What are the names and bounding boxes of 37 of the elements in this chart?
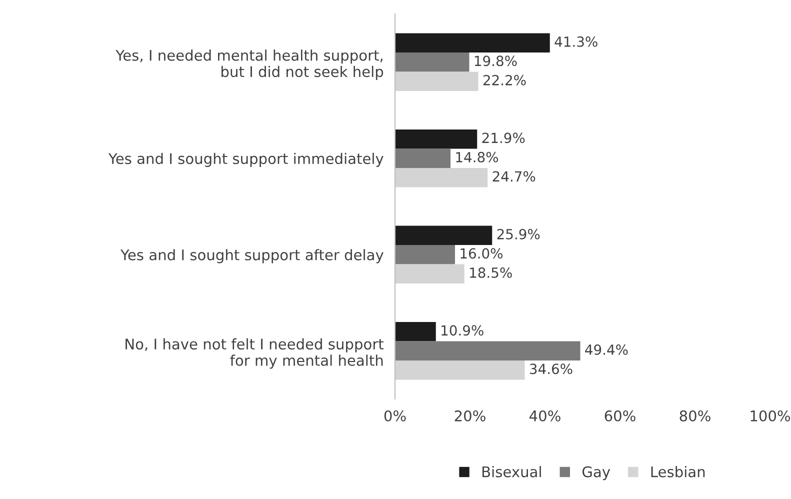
bar	[395, 72, 478, 91]
x-tick-label: 80%	[680, 410, 710, 422]
data-label: 10.9%	[442, 325, 484, 336]
bar	[395, 33, 550, 52]
legend-label: Bisexual	[482, 466, 541, 478]
data-label: 25.9%	[497, 228, 540, 240]
data-label: 19.8%	[474, 56, 517, 66]
legend-label: Lesbian	[651, 466, 705, 478]
bar	[395, 168, 488, 188]
bar	[395, 341, 580, 360]
y-tick-label: Yes and I sought support after delay	[120, 249, 384, 264]
x-tick-label: 40%	[530, 410, 560, 422]
data-label: 21.9%	[482, 132, 525, 144]
data-label: 41.3%	[554, 36, 598, 47]
data-label: 18.5%	[470, 267, 512, 278]
data-label: 49.4%	[585, 344, 628, 355]
bar	[395, 360, 525, 380]
bar	[395, 148, 450, 168]
legend-label: Gay	[582, 466, 610, 480]
x-tick-label: 0%	[384, 410, 406, 422]
bar	[395, 264, 464, 284]
data-label: 14.8%	[456, 152, 498, 162]
data-label: 22.2%	[483, 74, 526, 86]
x-tick-label: 60%	[604, 410, 636, 422]
bar	[395, 226, 492, 245]
x-tick-label: 20%	[454, 410, 486, 422]
y-tick-label: Yes and I sought support immediately	[108, 152, 384, 167]
y-tick-label: No, I have not felt I needed support for my mental health	[126, 338, 384, 369]
bar	[395, 130, 478, 149]
y-tick-label: Yes, I needed mental health support, but I did not seek help	[116, 50, 384, 80]
data-label: 24.7%	[492, 171, 536, 182]
bar	[395, 245, 455, 264]
data-label: 16.0%	[460, 248, 503, 259]
x-tick-label: 100%	[750, 410, 790, 422]
data-label: 34.6%	[530, 364, 572, 374]
bar	[395, 52, 470, 72]
bar	[395, 322, 436, 342]
